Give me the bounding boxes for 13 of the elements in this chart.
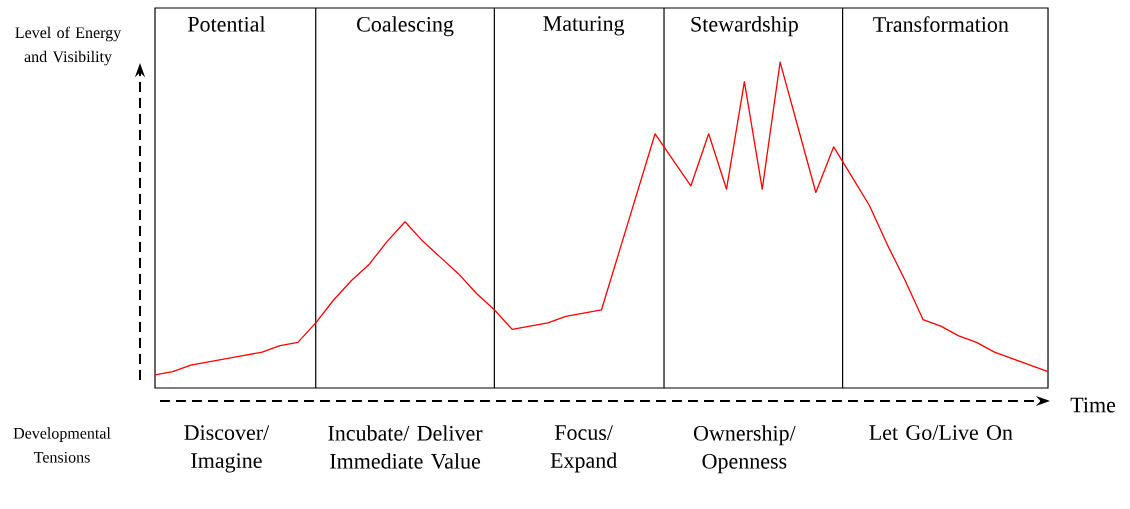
x-tick-label: Coalescing	[357, 16, 454, 37]
text: Developmental Tensions	[13, 427, 111, 463]
x-tick-label: Stewardship	[691, 16, 798, 37]
text: Let Go/Live On	[869, 425, 1013, 440]
text: Discover/ Imagine	[184, 425, 270, 473]
x-axis-title: Time	[1070, 397, 1116, 413]
x-tick-label: Potential	[187, 16, 266, 32]
text: Focus/ Expand	[550, 425, 617, 473]
text: Incubate/ Deliver Immediate Value	[328, 425, 483, 469]
x-tick-label: Maturing	[543, 16, 625, 36]
x-tick-label: Transformation	[873, 16, 1009, 32]
text: Ownership/ Openness	[693, 425, 796, 474]
y-axis-title: Level of Energy and Visibility	[15, 26, 122, 66]
